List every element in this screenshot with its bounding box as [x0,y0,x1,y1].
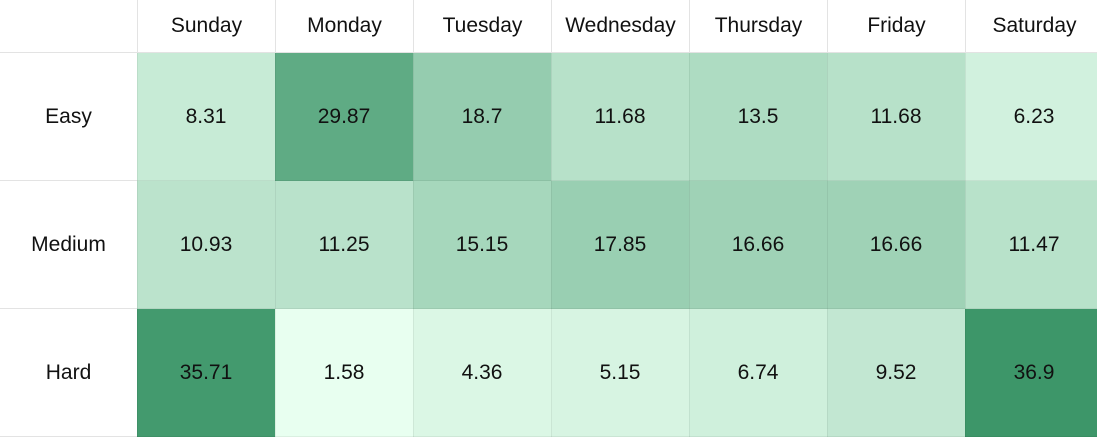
heatmap-cell: 11.47 [965,181,1097,309]
row-header-hard: Hard [0,309,137,437]
heatmap-cell: 8.31 [137,53,275,181]
heatmap-cell: 13.5 [689,53,827,181]
heatmap-cell: 11.68 [827,53,965,181]
heatmap-cell: 6.74 [689,309,827,437]
heatmap-cell: 16.66 [827,181,965,309]
heatmap-cell: 11.68 [551,53,689,181]
column-header-sunday: Sunday [137,0,275,53]
heatmap-cell: 35.71 [137,309,275,437]
heatmap-cell: 11.25 [275,181,413,309]
heatmap-cell: 6.23 [965,53,1097,181]
heatmap-cell: 5.15 [551,309,689,437]
heatmap-cell: 36.9 [965,309,1097,437]
column-header-thursday: Thursday [689,0,827,53]
row-header-medium: Medium [0,181,137,309]
row-header-easy: Easy [0,53,137,181]
column-header-saturday: Saturday [965,0,1097,53]
column-header-friday: Friday [827,0,965,53]
heatmap-cell: 29.87 [275,53,413,181]
heatmap-cell: 16.66 [689,181,827,309]
heatmap-cell: 1.58 [275,309,413,437]
heatmap-cell: 15.15 [413,181,551,309]
heatmap-cell: 4.36 [413,309,551,437]
column-header-wednesday: Wednesday [551,0,689,53]
heatmap-cell: 9.52 [827,309,965,437]
heatmap-cell: 10.93 [137,181,275,309]
heatmap-cell: 17.85 [551,181,689,309]
column-header-monday: Monday [275,0,413,53]
corner-cell [0,0,137,53]
column-header-tuesday: Tuesday [413,0,551,53]
heatmap-cell: 18.7 [413,53,551,181]
